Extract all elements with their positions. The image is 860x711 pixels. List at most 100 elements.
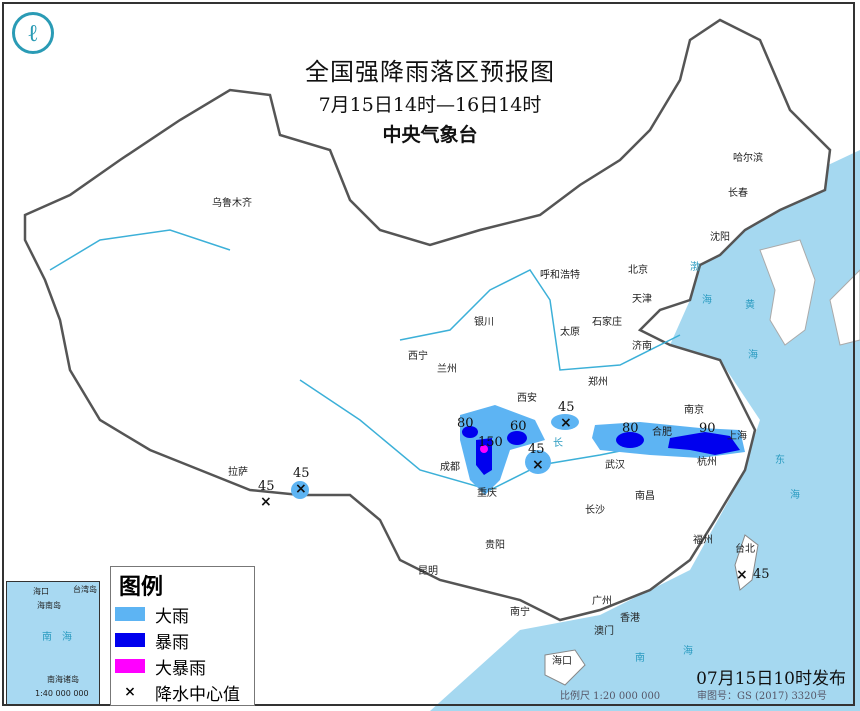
river-label: 长 bbox=[553, 438, 563, 449]
rain-center-value: 150 bbox=[478, 435, 503, 450]
city-label: 广州 bbox=[592, 596, 612, 607]
city-label: 石家庄 bbox=[592, 317, 622, 328]
rainstorm-area bbox=[476, 438, 492, 475]
heavy-rain-area bbox=[551, 414, 579, 430]
korea-peninsula bbox=[759, 239, 816, 346]
legend-label: 暴雨 bbox=[155, 632, 189, 653]
tarim-river bbox=[49, 229, 231, 271]
inset-label: 南海诸岛 bbox=[47, 675, 79, 684]
inset-scale: 1:40 000 000 bbox=[35, 689, 89, 698]
legend-title: 图例 bbox=[119, 575, 164, 600]
legend-item-heavy-rain: 大雨 bbox=[115, 601, 254, 627]
map-title: 全国强降雨落区预报图 bbox=[305, 58, 555, 86]
city-label: 重庆 bbox=[477, 488, 497, 499]
yellow-river bbox=[399, 269, 681, 371]
sea-label: 黄 bbox=[745, 300, 755, 311]
city-label: 南昌 bbox=[635, 491, 655, 502]
rain-center-marker: × bbox=[736, 567, 748, 583]
legend-item-heavy-rainstorm: 大暴雨 bbox=[115, 653, 254, 679]
rainstorm-area bbox=[668, 432, 740, 455]
heavy-rain-area bbox=[460, 405, 545, 495]
city-label: 武汉 bbox=[605, 460, 625, 471]
city-label: 长春 bbox=[728, 188, 748, 199]
rainstorm-area bbox=[462, 426, 478, 438]
rainstorm-area bbox=[616, 432, 644, 448]
rain-center-value: 45 bbox=[528, 442, 545, 457]
taiwan bbox=[734, 534, 759, 591]
city-label: 昆明 bbox=[418, 566, 438, 577]
cma-logo: ℓ bbox=[12, 12, 54, 54]
legend-label: 降水中心值 bbox=[155, 684, 240, 705]
rain-center-marker: × bbox=[532, 457, 544, 473]
publish-time: 07月15日10时发布 bbox=[696, 669, 846, 689]
city-label: 济南 bbox=[632, 341, 652, 352]
legend: 图例 大雨 暴雨 大暴雨 × 降水中心值 bbox=[110, 566, 255, 706]
city-label: 澳门 bbox=[594, 626, 614, 637]
hainan bbox=[544, 649, 586, 686]
rain-center-value: 45 bbox=[753, 567, 770, 582]
legend-item-rain-center: × 降水中心值 bbox=[115, 679, 254, 705]
rain-center-value: 45 bbox=[258, 479, 275, 494]
sea-label: 海 bbox=[683, 646, 693, 657]
city-label: 兰州 bbox=[437, 364, 457, 375]
city-label: 长沙 bbox=[585, 505, 605, 516]
legend-item-rainstorm: 暴雨 bbox=[115, 627, 254, 653]
sea-label: 海 bbox=[702, 295, 712, 306]
city-label: 天津 bbox=[632, 294, 652, 305]
rain-center-value: 45 bbox=[558, 400, 575, 415]
legend-label: 大暴雨 bbox=[155, 658, 206, 679]
rain-center-marker: × bbox=[260, 494, 272, 510]
rain-center-value: 80 bbox=[457, 416, 474, 431]
rain-center-value: 60 bbox=[510, 419, 527, 434]
inset-label: 南 bbox=[42, 632, 52, 643]
rain-center-marker: × bbox=[560, 415, 572, 431]
city-label: 西安 bbox=[517, 393, 537, 404]
city-label: 福州 bbox=[693, 535, 713, 546]
city-label: 南宁 bbox=[510, 607, 530, 618]
japan bbox=[829, 269, 860, 346]
rainstorm-area bbox=[507, 431, 527, 445]
rain-center-value: 80 bbox=[622, 421, 639, 436]
city-label: 拉萨 bbox=[228, 467, 248, 478]
city-label: 乌鲁木齐 bbox=[212, 198, 252, 209]
inset-label: 台湾岛 bbox=[73, 585, 97, 594]
city-label: 哈尔滨 bbox=[733, 153, 763, 164]
issuer: 中央气象台 bbox=[382, 124, 478, 146]
forecast-period: 7月15日14时—16日14时 bbox=[318, 94, 542, 116]
city-label: 北京 bbox=[628, 265, 648, 276]
legend-label: 大雨 bbox=[155, 606, 189, 627]
city-label: 郑州 bbox=[588, 377, 608, 388]
city-label: 沈阳 bbox=[710, 232, 730, 243]
rain-center-marker: × bbox=[295, 481, 307, 497]
city-label: 海口 bbox=[552, 656, 572, 667]
review-number: 审图号：GS (2017) 3320号 bbox=[697, 691, 827, 702]
sea-label: 海 bbox=[748, 350, 758, 361]
inset-label: 海口 bbox=[33, 587, 49, 596]
sea-label: 东 bbox=[775, 455, 785, 466]
city-label: 银川 bbox=[474, 317, 494, 328]
city-label: 西宁 bbox=[408, 351, 428, 362]
sea-label: 渤 bbox=[690, 262, 700, 273]
city-label: 台北 bbox=[735, 544, 755, 555]
city-label: 贵阳 bbox=[485, 540, 505, 551]
city-label: 成都 bbox=[440, 462, 460, 473]
heavy-rain-area bbox=[291, 481, 309, 499]
city-label: 合肥 bbox=[652, 427, 672, 438]
inset-label: 海南岛 bbox=[37, 601, 61, 610]
city-label: 太原 bbox=[560, 327, 580, 338]
south-china-sea-inset: 海口 海南岛 台湾岛 南 海 南海诸岛 1:40 000 000 bbox=[6, 581, 100, 705]
heavy-rainstorm-area bbox=[480, 445, 488, 453]
rain-center-value: 45 bbox=[293, 466, 310, 481]
city-label: 上海 bbox=[727, 431, 747, 442]
rain-center-value: 90 bbox=[699, 421, 716, 436]
heavy-rain-area bbox=[525, 450, 551, 474]
inset-label: 海 bbox=[62, 632, 72, 643]
city-label: 香港 bbox=[620, 613, 640, 624]
city-label: 呼和浩特 bbox=[540, 270, 580, 281]
sea-label: 海 bbox=[790, 490, 800, 501]
map-scale: 比例尺 1:20 000 000 bbox=[560, 691, 661, 702]
city-label: 杭州 bbox=[697, 457, 717, 468]
sea-label: 南 bbox=[635, 653, 645, 664]
city-label: 南京 bbox=[684, 405, 704, 416]
china-outline bbox=[23, 18, 832, 622]
